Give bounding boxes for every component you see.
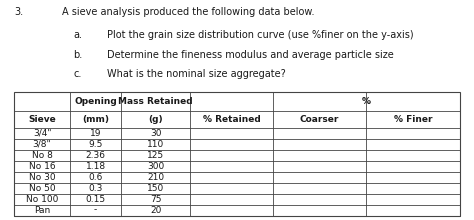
Text: 0.3: 0.3 bbox=[88, 184, 103, 192]
Text: c.: c. bbox=[73, 69, 82, 79]
Bar bbox=[14, 92, 460, 216]
Text: 210: 210 bbox=[147, 173, 164, 182]
Text: 3/4": 3/4" bbox=[33, 129, 51, 138]
Text: %: % bbox=[362, 97, 371, 106]
Text: No 100: No 100 bbox=[26, 195, 58, 204]
Text: 75: 75 bbox=[150, 195, 162, 204]
Text: % Finer: % Finer bbox=[394, 115, 432, 124]
Text: 110: 110 bbox=[147, 140, 164, 148]
Text: Mass Retained: Mass Retained bbox=[118, 97, 193, 106]
Text: Plot the grain size distribution curve (use %finer on the y-axis): Plot the grain size distribution curve (… bbox=[107, 30, 413, 40]
Text: (mm): (mm) bbox=[82, 115, 109, 124]
Text: A sieve analysis produced the following data below.: A sieve analysis produced the following … bbox=[62, 7, 314, 16]
Text: 20: 20 bbox=[150, 206, 161, 214]
Text: 150: 150 bbox=[147, 184, 164, 192]
Text: 0.15: 0.15 bbox=[85, 195, 106, 204]
Text: 0.6: 0.6 bbox=[88, 173, 103, 182]
Text: Sieve: Sieve bbox=[28, 115, 56, 124]
Text: No 16: No 16 bbox=[29, 162, 55, 170]
Text: 1.18: 1.18 bbox=[85, 162, 106, 170]
Text: Opening: Opening bbox=[74, 97, 117, 106]
Text: -: - bbox=[94, 206, 97, 214]
Text: (g): (g) bbox=[148, 115, 163, 124]
Text: 30: 30 bbox=[150, 129, 162, 138]
Text: Determine the fineness modulus and average particle size: Determine the fineness modulus and avera… bbox=[107, 50, 393, 59]
Text: a.: a. bbox=[73, 30, 82, 40]
Text: Pan: Pan bbox=[34, 206, 50, 214]
Text: b.: b. bbox=[73, 50, 83, 59]
Text: 19: 19 bbox=[90, 129, 101, 138]
Text: 3.: 3. bbox=[14, 7, 23, 16]
Text: What is the nominal size aggregate?: What is the nominal size aggregate? bbox=[107, 69, 285, 79]
Text: 3/8": 3/8" bbox=[33, 140, 51, 148]
Text: % Retained: % Retained bbox=[202, 115, 260, 124]
Text: 125: 125 bbox=[147, 151, 164, 160]
Text: No 30: No 30 bbox=[29, 173, 55, 182]
Text: 300: 300 bbox=[147, 162, 164, 170]
Text: No 8: No 8 bbox=[32, 151, 53, 160]
Text: No 50: No 50 bbox=[29, 184, 55, 192]
Text: Coarser: Coarser bbox=[300, 115, 339, 124]
Text: 2.36: 2.36 bbox=[85, 151, 106, 160]
Text: 9.5: 9.5 bbox=[88, 140, 103, 148]
